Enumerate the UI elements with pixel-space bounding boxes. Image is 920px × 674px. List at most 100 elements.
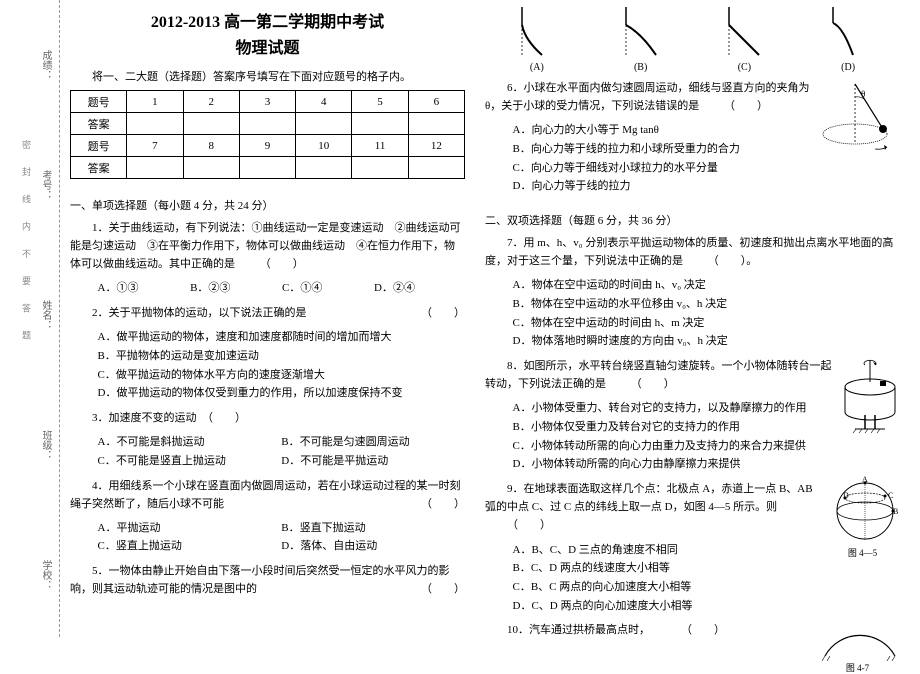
q7-opt-d: D．物体落地时瞬时速度的方向由 v₀、h 决定 (513, 332, 901, 351)
q4-opt-a: A．平抛运动 (98, 519, 282, 538)
table-header-cell: 答案 (71, 157, 127, 179)
question-7: 7．用 m、h、v₀ 分别表示平抛运动物体的质量、初速度和抛出点离水平地面的高度… (485, 234, 900, 270)
table-header-cell: 题号 (71, 135, 127, 157)
answer-cell[interactable] (296, 113, 352, 135)
fig-4-5-label: 图 4—5 (825, 546, 900, 559)
q2-opt-a: A．做平抛运动的物体，速度和加速度都随时间的增加而增大 (98, 328, 466, 347)
q9-opt-d: D．C、D 两点的向心加速度大小相等 (513, 597, 901, 616)
q9-opt-c: C．B、C 两点的向心加速度大小相等 (513, 578, 901, 597)
trajectory-c-icon (714, 5, 774, 60)
binding-label-school: 学校： (38, 560, 53, 590)
q1-opt-b: B．②③ (190, 279, 230, 298)
q3-options: A．不可能是斜抛运动 B．不可能是匀速圆周运动 C．不可能是竖直上抛运动 D．不… (70, 433, 465, 470)
left-column: 2012-2013 高一第二学期期中考试 物理试题 将一、二大题（选择题）答案序… (70, 8, 480, 629)
q5-diagrams: (A) (B) (C) (485, 8, 900, 73)
binding-label-examno: 考号： (38, 170, 53, 200)
table-cell: 10 (296, 135, 352, 157)
q2-blank: （ ） (399, 304, 465, 322)
binding-label-class: 班级： (38, 430, 53, 460)
answer-cell[interactable] (183, 113, 239, 135)
q5-blank: （ ） (399, 580, 465, 598)
q7-opt-c: C．物体在空中运动的时间由 h、m 决定 (513, 314, 901, 333)
q1-blank: （ ） (238, 255, 304, 273)
question-8: 8．如图所示，水平转台绕竖直轴匀速旋转。一个小物体随转台一起转动，下列说法正确的… (485, 357, 900, 393)
answer-cell[interactable] (408, 157, 464, 179)
table-cell: 4 (296, 91, 352, 113)
diagram-a-label: (A) (492, 62, 582, 73)
question-5: 5．一物体由静止开始自由下落一小段时间后突然受一恒定的水平风力的影响，则其运动轨… (70, 562, 465, 598)
table-cell: 1 (127, 91, 183, 113)
trajectory-a-icon (507, 5, 567, 60)
q8-options: A．小物体受重力、转台对它的支持力，以及静摩擦力的作用 B．小物体仅受重力及转台… (485, 399, 900, 474)
answer-cell[interactable] (352, 157, 408, 179)
table-cell: 6 (408, 91, 464, 113)
table-cell: 3 (239, 91, 295, 113)
table-cell: 12 (408, 135, 464, 157)
diagram-a: (A) (492, 5, 582, 73)
table-cell: 9 (239, 135, 295, 157)
q1-options: A．①③ B．②③ C．①④ D．②④ (70, 279, 465, 298)
exam-subtitle: 物理试题 (70, 34, 465, 58)
q2-opt-b: B．平抛物体的运动是变加速运动 (98, 347, 466, 366)
answer-table: 题号 1 2 3 4 5 6 答案 题号 7 8 9 (70, 90, 465, 179)
q6-opt-d: D．向心力等于线的拉力 (513, 177, 901, 196)
q10-text: 10．汽车通过拱桥最高点时， (507, 624, 650, 636)
diagram-d-label: (D) (803, 62, 893, 73)
q1-opt-a: A．①③ (98, 279, 139, 298)
section2-heading: 二、双项选择题（每题 6 分，共 36 分） (485, 212, 900, 228)
table-cell: 2 (183, 91, 239, 113)
table-header-cell: 答案 (71, 113, 127, 135)
q7-options: A．物体在空中运动的时间由 h、v₀ 决定 B．物体在空中运动的水平位移由 v₀… (485, 276, 900, 351)
q9-text: 9．在地球表面选取这样几个点：北极点 A，赤道上一点 B、AB 弧的中点 C、过… (485, 483, 813, 513)
section1-heading: 一、单项选择题（每小题 4 分，共 24 分） (70, 197, 465, 213)
exam-title: 2012-2013 高一第二学期期中考试 (70, 8, 465, 32)
q2-opt-c: C．做平抛运动的物体水平方向的速度逐渐增大 (98, 366, 466, 385)
q5-text: 5．一物体由静止开始自由下落一小段时间后突然受一恒定的水平风力的影响，则其运动轨… (70, 565, 450, 595)
question-4: 4．用细线系一个小球在竖直面内做圆周运动，若在小球运动过程的某一时刻绳子突然断了… (70, 477, 465, 513)
q8-opt-d: D．小物体转动所需的向心力由静摩擦力来提供 (513, 455, 901, 474)
content-area: 2012-2013 高一第二学期期中考试 物理试题 将一、二大题（选择题）答案序… (60, 0, 920, 637)
diagram-c: (C) (699, 5, 789, 73)
q4-opt-c: C．竖直上抛运动 (98, 537, 282, 556)
q4-blank: （ ） (399, 495, 465, 513)
trajectory-b-icon (611, 5, 671, 60)
table-cell: 5 (352, 91, 408, 113)
answer-cell[interactable] (127, 157, 183, 179)
q3-opt-b: B．不可能是匀速圆周运动 (281, 433, 465, 452)
binding-label-name: 姓名： (38, 300, 53, 330)
binding-margin: 成绩： 考号： 姓名： 班级： 学校： 密 封 线 内 不 要 答 题 (0, 0, 60, 637)
q7-blank: （ ）。 (686, 252, 758, 270)
q2-options: A．做平抛运动的物体，速度和加速度都随时间的增加而增大 B．平抛物体的运动是变加… (70, 328, 465, 403)
q8-opt-c: C．小物体转动所需的向心力由重力及支持力的来合力来提供 (513, 437, 901, 456)
q7-opt-a: A．物体在空中运动的时间由 h、v₀ 决定 (513, 276, 901, 295)
answer-cell[interactable] (239, 157, 295, 179)
diagram-d: (D) (803, 5, 893, 73)
q3-opt-a: A．不可能是斜抛运动 (98, 433, 282, 452)
q4-opt-d: D．落体、自由运动 (281, 537, 465, 556)
globe-icon: A B C D (830, 476, 900, 546)
q2-text: 2．关于平抛物体的运动，以下说法正确的是 (92, 307, 307, 319)
q8-blank: （ ） (609, 375, 675, 393)
svg-text:C: C (888, 491, 893, 500)
q4-options: A．平抛运动 B．竖直下抛运动 C．竖直上抛运动 D．落体、自由运动 (70, 519, 465, 556)
table-cell: 8 (183, 135, 239, 157)
answer-cell[interactable] (127, 113, 183, 135)
question-2: 2．关于平抛物体的运动，以下说法正确的是 （ ） (70, 304, 465, 322)
q1-opt-d: D．②④ (374, 279, 415, 298)
diagram-b: (B) (596, 5, 686, 73)
q9-opt-b: B．C、D 两点的线速度大小相等 (513, 559, 901, 578)
trajectory-d-icon (818, 5, 878, 60)
answer-cell[interactable] (352, 113, 408, 135)
answer-cell[interactable] (239, 113, 295, 135)
answer-cell[interactable] (183, 157, 239, 179)
question-1: 1．关于曲线运动，有下列说法：①曲线运动一定是变速运动 ②曲线运动可能是匀速运动… (70, 219, 465, 273)
q6-blank: （ ） (702, 97, 768, 115)
fig-4-7-label: 图 4-7 (815, 661, 900, 674)
turntable-icon (840, 357, 900, 437)
q3-opt-c: C．不可能是竖直上抛运动 (98, 452, 282, 471)
binding-label-score: 成绩： (38, 50, 53, 80)
answer-cell[interactable] (408, 113, 464, 135)
right-column: (A) (B) (C) (480, 8, 900, 629)
bridge-figure: 图 4-7 (815, 621, 900, 674)
answer-cell[interactable] (296, 157, 352, 179)
